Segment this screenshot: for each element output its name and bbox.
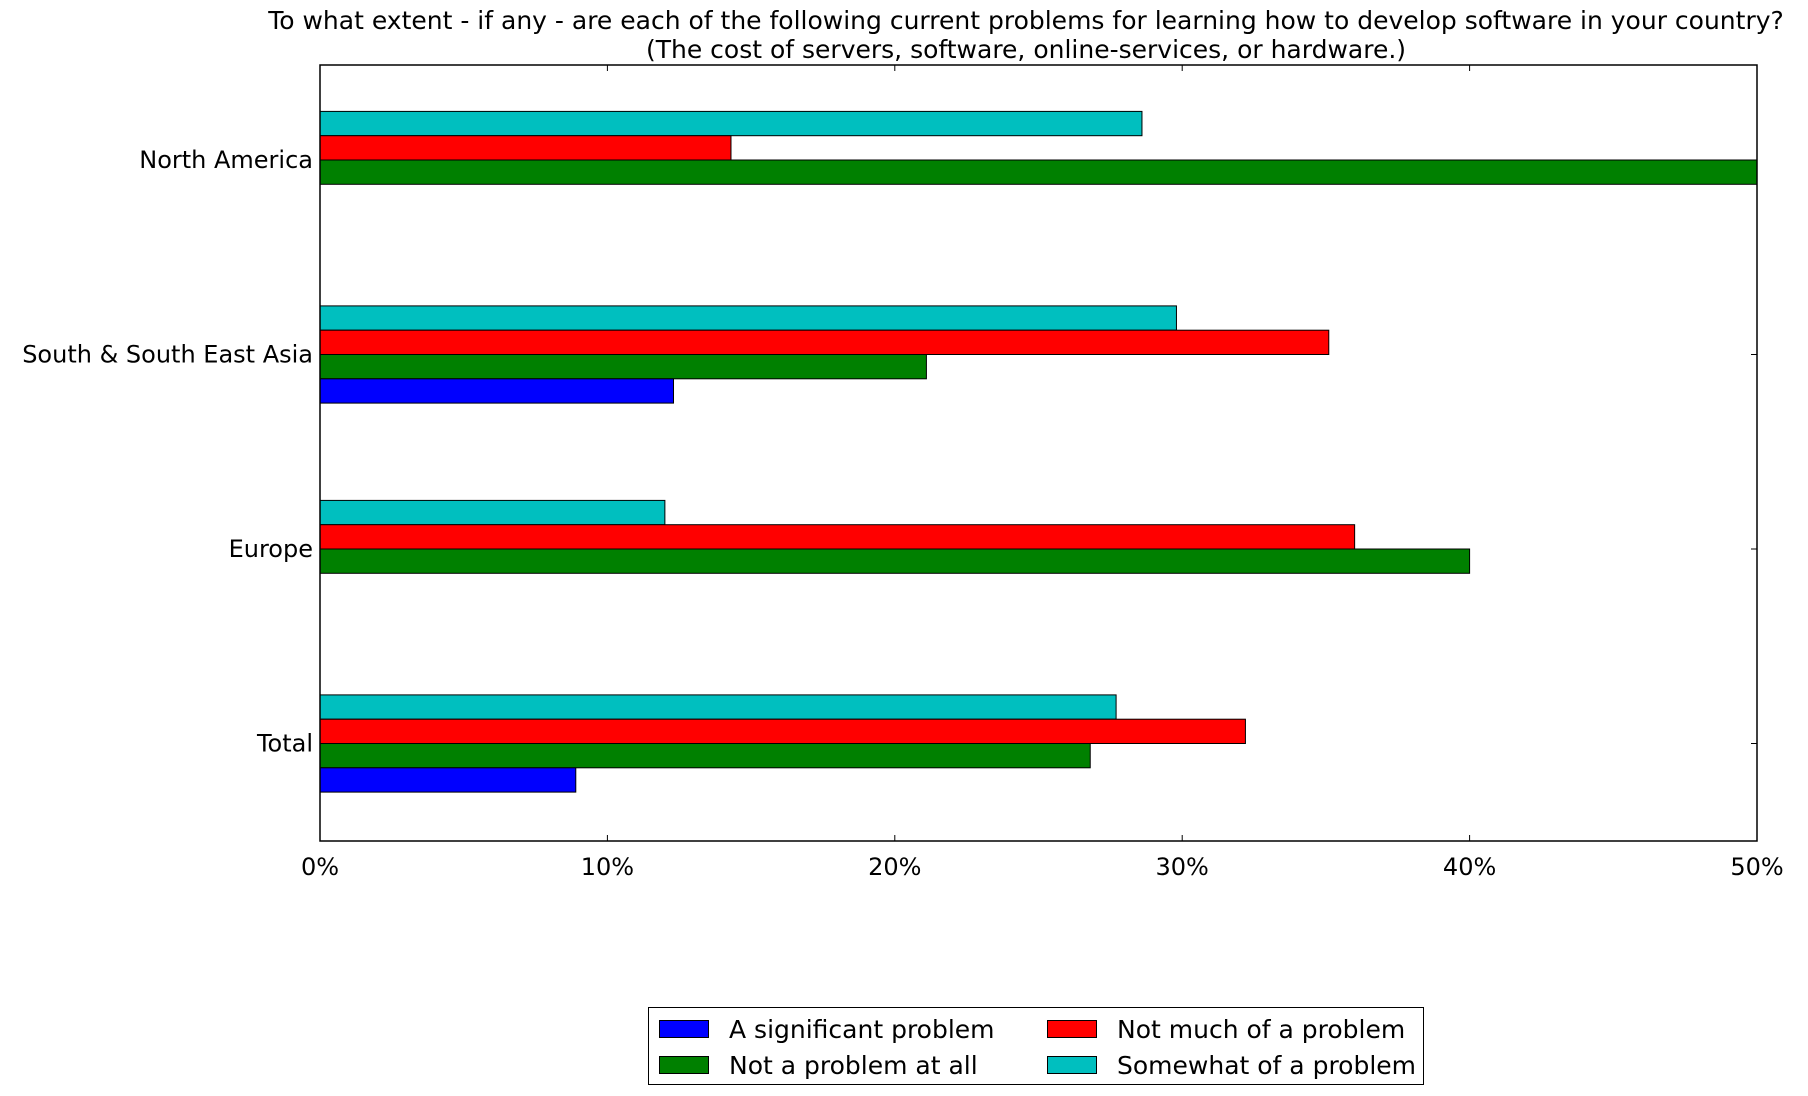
legend-swatch-not-much	[1047, 1020, 1097, 1038]
bar-somewhat-of-a-problem-total	[319, 694, 1117, 720]
bar-not-a-problem-at-all-north-america	[319, 159, 1758, 185]
legend-item-significant: A significant problem	[659, 1014, 995, 1044]
legend-item-somewhat: Somewhat of a problem	[1047, 1050, 1416, 1080]
y-tick-label: North America	[139, 146, 313, 174]
legend-label-not-at-all: Not a problem at all	[729, 1050, 978, 1080]
chart-subtitle: (The cost of servers, software, online-s…	[645, 35, 1407, 64]
bar-not-a-problem-at-all-europe	[319, 548, 1471, 574]
legend-item-not-much: Not much of a problem	[1047, 1014, 1405, 1044]
x-tick-label: 10%	[581, 853, 634, 881]
y-tick-label: Total	[256, 730, 313, 758]
bar-not-much-of-a-problem-europe	[319, 524, 1356, 550]
chart-title: To what extent - if any - are each of th…	[0, 6, 1808, 64]
bar-somewhat-of-a-problem-north-america	[319, 110, 1143, 137]
x-tick-label: 50%	[1730, 853, 1783, 881]
chart-legend: A significant problem Not much of a prob…	[648, 1007, 1424, 1085]
x-tick-label: 0%	[301, 853, 339, 881]
bar-not-a-problem-at-all-south-south-east-asia	[319, 354, 927, 380]
legend-swatch-significant	[659, 1020, 709, 1038]
y-tick-label: Europe	[229, 535, 313, 563]
x-tick-label: 20%	[868, 853, 921, 881]
plot-frame	[319, 64, 1758, 842]
legend-swatch-not-at-all	[659, 1056, 709, 1074]
legend-label-somewhat: Somewhat of a problem	[1117, 1050, 1417, 1080]
bar-a-significant-problem-south-south-east-asia	[319, 378, 675, 404]
legend-item-not-at-all: Not a problem at all	[659, 1050, 978, 1080]
x-tick-label: 30%	[1156, 853, 1209, 881]
legend-label-significant: A significant problem	[729, 1014, 995, 1044]
bar-somewhat-of-a-problem-south-south-east-asia	[319, 305, 1177, 331]
legend-swatch-somewhat	[1047, 1056, 1097, 1074]
bar-a-significant-problem-total	[319, 767, 577, 793]
bar-somewhat-of-a-problem-europe	[319, 499, 666, 526]
x-tick-label: 40%	[1443, 853, 1496, 881]
chart-title-line-1: To what extent - if any - are each of th…	[268, 6, 1784, 35]
bar-not-much-of-a-problem-north-america	[319, 135, 732, 161]
bar-not-much-of-a-problem-total	[319, 718, 1246, 745]
bar-not-a-problem-at-all-total	[319, 743, 1091, 769]
bar-not-much-of-a-problem-south-south-east-asia	[319, 329, 1330, 356]
legend-label-not-much: Not much of a problem	[1117, 1014, 1406, 1044]
y-tick-label: South & South East Asia	[22, 341, 313, 369]
